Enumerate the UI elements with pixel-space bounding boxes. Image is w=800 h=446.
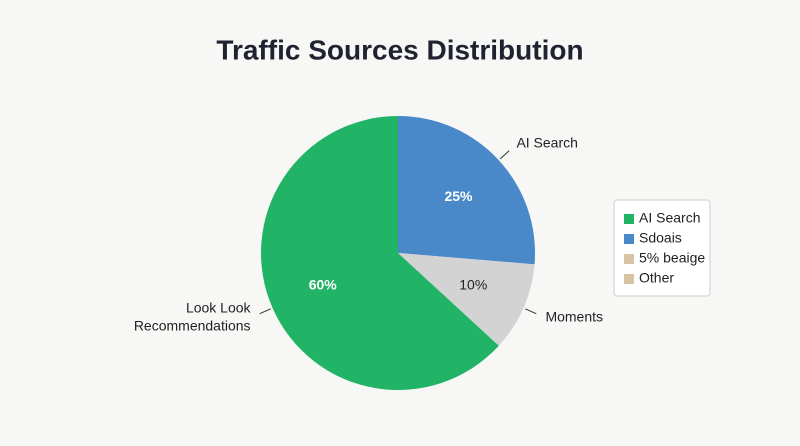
leader-line <box>259 308 271 315</box>
legend-label: Other <box>639 270 674 286</box>
leader-line <box>499 150 510 160</box>
leader-line <box>525 308 537 315</box>
category-label: AI Search <box>516 135 577 151</box>
value-label: 60% <box>309 277 338 293</box>
category-label: Look Look Recommendations <box>134 299 252 333</box>
label-line: Recommendations <box>134 317 251 333</box>
chart-title: Traffic Sources Distribution <box>216 34 583 65</box>
pie-slice <box>398 116 535 265</box>
value-label: 10% <box>459 277 487 293</box>
value-label: 25% <box>444 188 473 204</box>
label-line: Look Look <box>186 299 252 315</box>
legend-label: 5% beaige <box>639 250 705 266</box>
legend-label: AI Search <box>639 210 700 226</box>
legend-label: Sdoais <box>639 230 682 246</box>
legend-swatch <box>624 274 634 284</box>
pie-slice <box>398 253 535 346</box>
legend-swatch <box>624 254 634 264</box>
pie-slice <box>260 116 499 391</box>
legend-swatch <box>624 234 634 244</box>
category-label: Moments <box>545 308 603 324</box>
legend-swatch <box>624 214 634 224</box>
legend-box <box>613 199 711 297</box>
